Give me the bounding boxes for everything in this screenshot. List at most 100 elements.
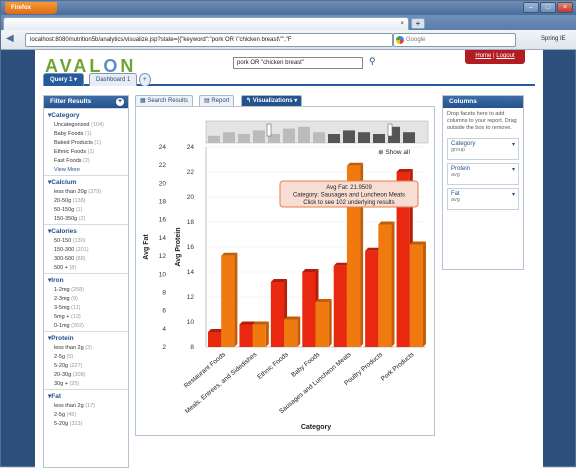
- browser-tab[interactable]: ×: [3, 17, 409, 30]
- url-bar[interactable]: localhost:8080/nutrition5b/analytics/vis…: [25, 33, 393, 47]
- close-icon[interactable]: ×: [557, 2, 573, 13]
- facet-label: 300-500: [54, 256, 75, 262]
- facet-label: 50-150: [54, 238, 72, 244]
- range-bar: [373, 134, 385, 143]
- facet-item[interactable]: Ethnic Foods (1): [44, 148, 128, 157]
- range-bar: [253, 130, 265, 143]
- x-tick-label: Pork Products: [380, 351, 416, 383]
- bar-avg-protein[interactable]: [315, 302, 329, 347]
- facet-label: 150-350g: [54, 216, 78, 222]
- facet-item[interactable]: 150-350g (2): [44, 215, 128, 224]
- facet-count: (17): [85, 403, 95, 409]
- maximize-icon[interactable]: □: [540, 2, 556, 13]
- facet-item[interactable]: Baby Foods (1): [44, 130, 128, 139]
- facet-item[interactable]: less than 2g (3): [44, 344, 128, 353]
- facet-item[interactable]: 500 + (8): [44, 264, 128, 273]
- bar-top: [409, 241, 426, 245]
- y-tick-left: 6: [162, 308, 166, 315]
- facet-item[interactable]: 2-5g (5): [44, 353, 128, 362]
- facet-item[interactable]: 50-150 (130): [44, 237, 128, 246]
- home-link[interactable]: Home: [475, 53, 492, 59]
- tab-search-results[interactable]: ▦ Search Results: [135, 95, 194, 106]
- facet-item[interactable]: Uncategorized (104): [44, 121, 128, 130]
- bar-avg-fat[interactable]: [396, 172, 410, 347]
- bar-avg-fat[interactable]: [302, 272, 316, 347]
- add-tab-button[interactable]: +: [139, 73, 151, 86]
- range-bar: [328, 134, 340, 143]
- facet-item[interactable]: less than 2g (17): [44, 402, 128, 411]
- chevron-down-icon[interactable]: ▾: [511, 192, 515, 198]
- facet-item[interactable]: 3-5mg (11): [44, 304, 128, 313]
- add-filter-icon[interactable]: +: [116, 98, 124, 106]
- facet-item[interactable]: 1-2mg (258): [44, 286, 128, 295]
- facet-item[interactable]: 150-300 (201): [44, 246, 128, 255]
- column-agg: avg: [451, 172, 460, 178]
- web-search-input[interactable]: Google: [393, 33, 516, 47]
- bar-avg-protein[interactable]: [346, 165, 361, 347]
- range-bar: [268, 134, 280, 143]
- facet-title-iron[interactable]: Iron: [44, 273, 128, 286]
- minimize-icon[interactable]: –: [523, 2, 539, 13]
- new-tab-button[interactable]: +: [411, 18, 425, 29]
- bar-avg-protein[interactable]: [252, 324, 266, 348]
- tab-query-1[interactable]: Query 1 ▾: [43, 73, 85, 86]
- facet-item[interactable]: 0-1mg (202): [44, 322, 128, 331]
- facet-count: (227): [69, 363, 83, 369]
- chevron-down-icon[interactable]: ▾: [511, 167, 515, 173]
- facet-item[interactable]: 2-5g (45): [44, 411, 128, 420]
- show-all-button[interactable]: ⊕ Show all: [378, 149, 410, 156]
- facet-title-calories[interactable]: Calories: [44, 224, 128, 237]
- bookmark-spring[interactable]: Spring IE: [541, 36, 566, 42]
- search-icon[interactable]: ⚲: [369, 56, 376, 66]
- y-tick-left: 24: [159, 144, 167, 151]
- bar-avg-fat[interactable]: [239, 324, 253, 348]
- bar-avg-protein[interactable]: [378, 224, 392, 348]
- facet-item[interactable]: 50-150g (1): [44, 206, 128, 215]
- tab-close-icon[interactable]: ×: [400, 21, 404, 27]
- facet-item[interactable]: less than 20g (379): [44, 188, 128, 197]
- logout-link[interactable]: Logout: [496, 53, 515, 59]
- column-item-fat[interactable]: Fat avg ▾: [447, 188, 519, 210]
- facet-label: 50-150g: [54, 207, 75, 213]
- tab-dashboard-1[interactable]: Dashboard 1: [89, 73, 138, 86]
- bar-avg-fat[interactable]: [208, 332, 222, 347]
- facet-title-fat[interactable]: Fat: [44, 389, 128, 402]
- facet-item[interactable]: 20-30g (308): [44, 371, 128, 380]
- back-icon[interactable]: ◀: [6, 33, 14, 44]
- bar-side: [234, 252, 238, 347]
- facet-item[interactable]: 20-50g (138): [44, 197, 128, 206]
- y-axis-label-left: Avg Fat: [143, 234, 150, 260]
- facet-item[interactable]: Fast Foods (2): [44, 157, 128, 166]
- facet-title-category[interactable]: Category: [44, 108, 128, 121]
- column-item-category[interactable]: Category group ▾: [447, 138, 519, 160]
- y-tick-right: 24: [187, 144, 195, 151]
- facet-item[interactable]: 5mg + (13): [44, 313, 128, 322]
- y-tick-right: 16: [187, 244, 195, 251]
- chevron-down-icon[interactable]: ▾: [511, 142, 515, 148]
- facet-item[interactable]: 5-20g (227): [44, 362, 128, 371]
- facet-item[interactable]: 300-500 (88): [44, 255, 128, 264]
- facet-title-protein[interactable]: Protein: [44, 331, 128, 344]
- facet-item[interactable]: 5-20g (313): [44, 420, 128, 429]
- facet-item[interactable]: Baked Products (1): [44, 139, 128, 148]
- bar-avg-fat[interactable]: [270, 282, 285, 347]
- facet-label: 2-3mg: [54, 296, 70, 302]
- bar-avg-protein[interactable]: [221, 255, 235, 347]
- tab-visualizations[interactable]: ↰ Visualizations ▾: [241, 95, 303, 106]
- firefox-menu-button[interactable]: Firefox: [5, 2, 57, 14]
- bar-avg-protein[interactable]: [284, 319, 298, 348]
- bar-avg-protein[interactable]: [409, 244, 423, 348]
- query-input[interactable]: pork OR "chicken breast": [233, 57, 363, 69]
- facet-title-calcium[interactable]: Calcium: [44, 175, 128, 188]
- column-item-protein[interactable]: Protein avg ▾: [447, 163, 519, 185]
- tab-report[interactable]: ▤ Report: [199, 95, 235, 106]
- range-handle-right[interactable]: [387, 123, 393, 137]
- bar-avg-fat[interactable]: [333, 265, 347, 347]
- facet-count: (202): [71, 323, 84, 329]
- bar-avg-fat[interactable]: [365, 250, 379, 347]
- facet-item[interactable]: 30g + (25): [44, 380, 128, 389]
- range-handle-left[interactable]: [266, 123, 272, 137]
- facet-item[interactable]: 2-3mg (9): [44, 295, 128, 304]
- bar-top: [221, 252, 238, 256]
- view-more-link[interactable]: View More: [54, 167, 80, 173]
